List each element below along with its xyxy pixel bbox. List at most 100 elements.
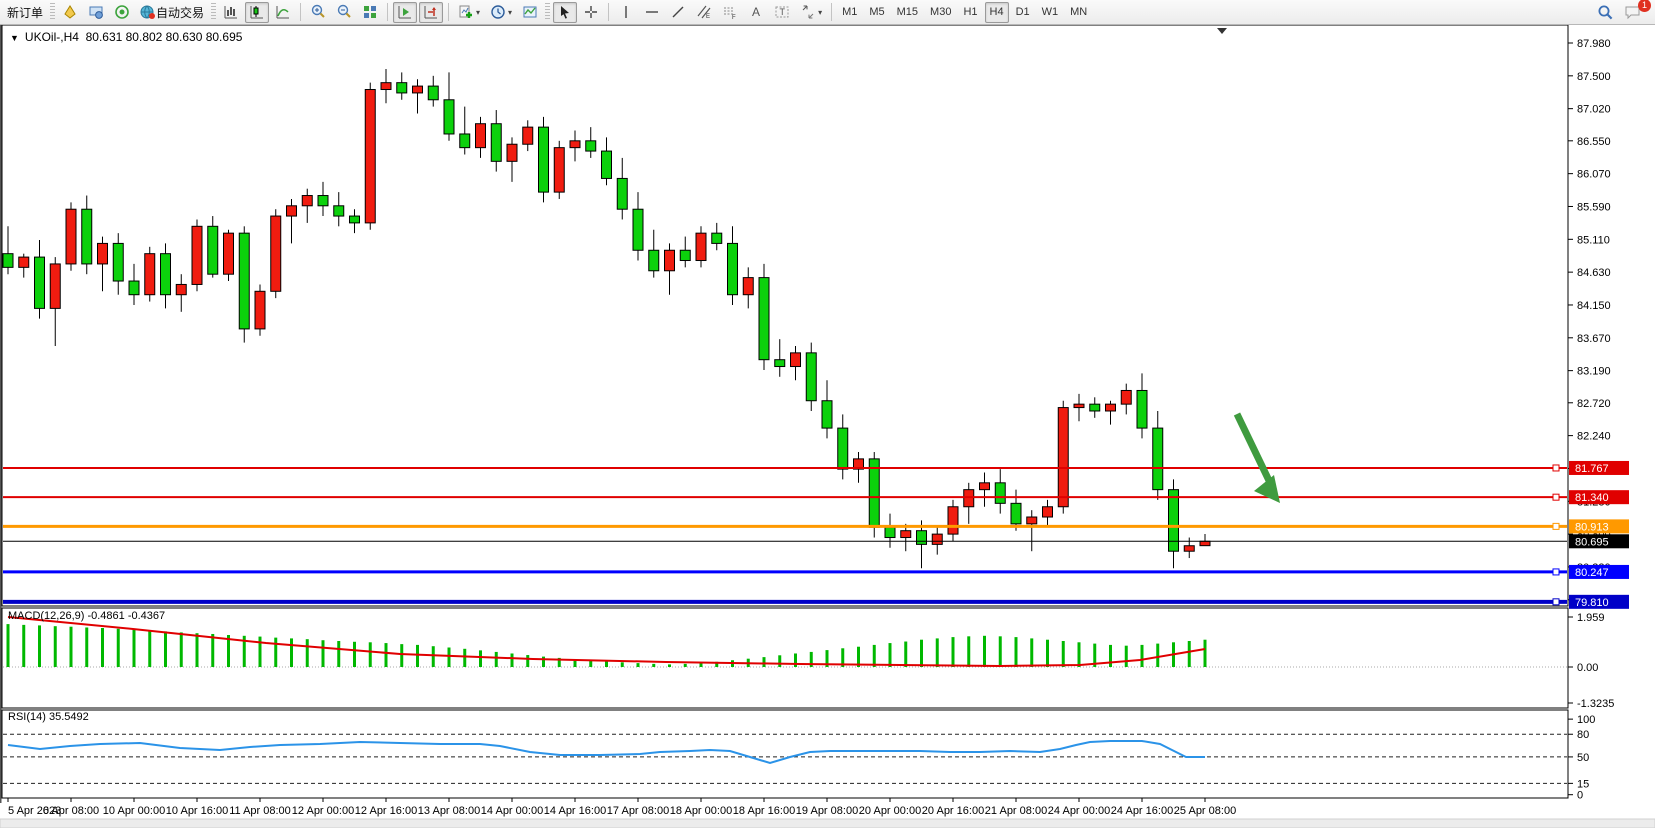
chart-shift-button[interactable] (419, 1, 444, 23)
template-button[interactable] (518, 2, 542, 23)
search-button[interactable] (1593, 2, 1618, 23)
cursor-tool-button[interactable] (553, 1, 578, 23)
candle-bullish[interactable] (475, 123, 486, 149)
trend-arrow-head[interactable] (1254, 475, 1280, 503)
candle-bullish[interactable] (191, 225, 203, 285)
line-handle[interactable] (1552, 464, 1560, 472)
trendline-button[interactable] (666, 2, 690, 23)
auto-scroll-button[interactable] (393, 1, 418, 23)
candle-bullish[interactable] (175, 283, 187, 296)
accounts-button[interactable] (84, 2, 108, 23)
candle-bearish[interactable] (207, 225, 219, 275)
candle-bearish[interactable] (648, 249, 660, 272)
candle-bearish[interactable] (805, 352, 817, 402)
trend-arrow-shaft[interactable] (1233, 412, 1278, 493)
candle-bullish[interactable] (254, 290, 266, 330)
candle-bullish[interactable] (301, 195, 313, 207)
text-tool-button[interactable]: A (744, 2, 768, 23)
candle-bearish[interactable] (758, 277, 770, 361)
candle-bearish[interactable] (459, 133, 471, 149)
main-panel[interactable] (1, 25, 1569, 607)
candle-bearish[interactable] (1136, 389, 1148, 429)
candle-bearish[interactable] (585, 140, 597, 152)
candle-bullish[interactable] (49, 263, 61, 309)
candle-bullish[interactable] (695, 232, 707, 262)
tf-D1[interactable]: D1 (1011, 2, 1035, 23)
new-order-icon-button[interactable] (58, 2, 82, 23)
tf-M15[interactable]: M15 (892, 2, 923, 23)
candle-bearish[interactable] (711, 232, 723, 244)
candle-bearish[interactable] (1168, 489, 1179, 552)
candle-bearish[interactable] (916, 530, 927, 545)
candle-bearish[interactable] (238, 232, 250, 330)
candle-bearish[interactable] (884, 526, 896, 539)
candle-bearish[interactable] (81, 208, 93, 265)
candle-bearish[interactable] (837, 427, 849, 470)
candle-bullish[interactable] (364, 89, 376, 224)
candle-bullish[interactable] (569, 140, 581, 149)
candle-bullish[interactable] (1026, 516, 1038, 525)
candle-bullish[interactable] (144, 253, 156, 296)
line-handle[interactable] (1552, 568, 1560, 576)
label-tool-button[interactable]: T (770, 2, 794, 23)
candle-bearish[interactable] (601, 150, 612, 179)
tf-W1[interactable]: W1 (1037, 2, 1064, 23)
candle-bullish[interactable] (1042, 506, 1053, 518)
zoom-in-button[interactable] (306, 2, 330, 23)
candle-bullish[interactable] (947, 506, 959, 535)
tf-H1[interactable]: H1 (958, 2, 982, 23)
tf-M5[interactable]: M5 (864, 2, 889, 23)
candle-bearish[interactable] (1152, 427, 1164, 491)
indicators-button[interactable]: ▾ (454, 2, 484, 23)
candle-bearish[interactable] (427, 85, 439, 101)
candle-bullish[interactable] (1183, 545, 1195, 552)
vertical-line-button[interactable] (614, 2, 638, 23)
chart-shift-marker[interactable] (1217, 28, 1227, 34)
chart-title[interactable]: ▼ UKOil-,H4 80.631 80.802 80.630 80.695 (10, 30, 243, 44)
candle-bullish[interactable] (931, 533, 943, 545)
line-handle[interactable] (1552, 522, 1560, 530)
tile-windows-button[interactable] (358, 2, 382, 23)
candle-bearish[interactable] (1089, 403, 1101, 412)
candle-bullish[interactable] (742, 277, 754, 296)
candle-bearish[interactable] (349, 215, 360, 224)
candlestick-chart-button[interactable] (245, 1, 270, 23)
candle-bearish[interactable] (112, 242, 124, 282)
candle-bullish[interactable] (223, 232, 234, 275)
horizontal-line-button[interactable] (640, 2, 664, 23)
candle-bullish[interactable] (963, 489, 975, 508)
candle-bearish[interactable] (632, 208, 644, 251)
crosshair-tool-button[interactable] (579, 2, 603, 23)
line-handle[interactable] (1552, 493, 1560, 501)
candle-bullish[interactable] (412, 85, 423, 94)
candle-bearish[interactable] (443, 99, 455, 135)
candle-bearish[interactable] (994, 482, 1006, 504)
candle-bullish[interactable] (380, 82, 392, 91)
candle-bearish[interactable] (333, 205, 345, 217)
line-chart-button[interactable] (271, 2, 295, 23)
candle-bearish[interactable] (160, 253, 171, 296)
candle-bullish[interactable] (1057, 407, 1069, 508)
channel-button[interactable]: E (692, 2, 716, 23)
tf-MN[interactable]: MN (1065, 2, 1092, 23)
candle-bullish[interactable] (1105, 403, 1116, 412)
candle-bearish[interactable] (538, 126, 549, 193)
rsi-panel[interactable] (1, 709, 1569, 799)
fibonacci-button[interactable]: F (718, 2, 742, 23)
candle-bearish[interactable] (34, 256, 45, 309)
candle-bullish[interactable] (664, 249, 675, 272)
line-handle[interactable] (1552, 598, 1560, 606)
candle-bullish[interactable] (553, 147, 565, 193)
arrows-tool-button[interactable]: ▾ (796, 2, 826, 23)
candle-bearish[interactable] (128, 280, 140, 296)
candle-bearish[interactable] (727, 242, 738, 296)
candle-bullish[interactable] (97, 242, 108, 265)
candle-bullish[interactable] (1199, 540, 1211, 547)
periods-button[interactable]: ▾ (486, 2, 516, 23)
candle-bearish[interactable] (490, 123, 502, 162)
bar-chart-button[interactable] (219, 2, 243, 23)
candle-bearish[interactable] (396, 82, 408, 94)
price-chart[interactable]: 87.980 87.500 87.020 86.550 86.070 85.590 85.1… (0, 25, 1655, 828)
signals-button[interactable] (110, 2, 134, 23)
candle-bearish[interactable] (317, 195, 329, 207)
